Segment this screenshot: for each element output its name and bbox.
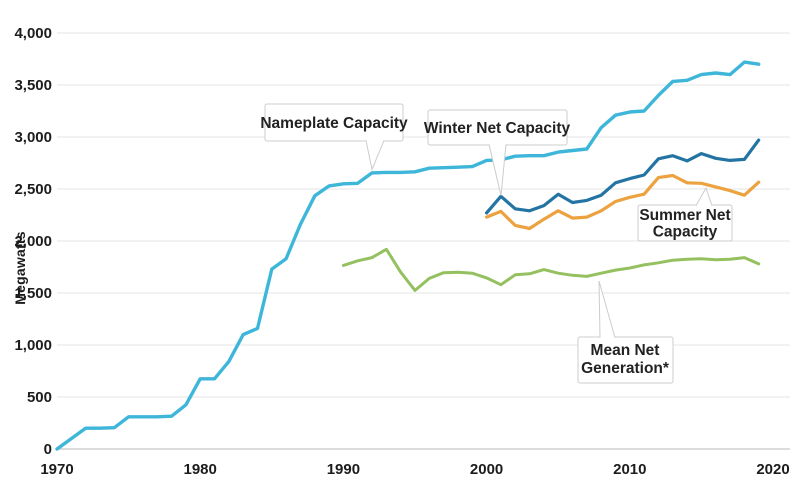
annotation-nameplate-capacity: Nameplate Capacity bbox=[260, 103, 408, 172]
x-tick-label-1980: 1980 bbox=[184, 461, 217, 478]
x-tick-label-2010: 2010 bbox=[613, 461, 646, 478]
y-tick-label-3500: 3,500 bbox=[14, 77, 52, 94]
annotation-mean-net-generation: Mean Net Generation* bbox=[577, 280, 674, 384]
callout-label: Winter Net Capacity bbox=[424, 120, 571, 137]
x-tick-label-1970: 1970 bbox=[40, 461, 73, 478]
x-tick-label-2000: 2000 bbox=[470, 461, 503, 478]
y-tick-label-1000: 1,000 bbox=[14, 337, 52, 354]
annotation-summer-net-capacity: Summer Net Capacity bbox=[637, 186, 733, 242]
series-nameplate-capacity bbox=[55, 60, 761, 451]
y-tick-label-3000: 3,000 bbox=[14, 129, 52, 146]
callout-pointer bbox=[598, 280, 616, 338]
y-tick-label-1500: 1,500 bbox=[14, 285, 52, 302]
series-mean-net-generation bbox=[341, 247, 761, 292]
y-tick-label-500: 500 bbox=[27, 389, 52, 406]
callout-box bbox=[637, 204, 733, 242]
y-axis-tick-labels: 0 500 1,000 1,500 2,000 2,500 3,000 3,500 4,000 bbox=[14, 25, 52, 458]
x-tick-label-2020: 2020 bbox=[756, 461, 789, 478]
gridlines-layer bbox=[57, 32, 790, 450]
callout-label-line2: Capacity bbox=[653, 224, 718, 241]
y-tick-label-4000: 4,000 bbox=[14, 25, 52, 42]
callout-box bbox=[264, 103, 404, 142]
series-layer bbox=[55, 60, 761, 451]
callout-label-line1: Mean Net bbox=[591, 342, 660, 359]
series-winter-net-capacity bbox=[485, 138, 761, 215]
y-tick-label-2500: 2,500 bbox=[14, 181, 52, 198]
annotation-winter-net-capacity: Winter Net Capacity bbox=[424, 109, 571, 196]
series-summer-net-capacity bbox=[485, 173, 761, 231]
callout-pointer bbox=[488, 144, 507, 196]
callout-label-line1: Summer Net bbox=[639, 207, 730, 224]
y-tick-label-0: 0 bbox=[44, 441, 52, 458]
callout-pointer bbox=[695, 186, 713, 206]
callout-label: Nameplate Capacity bbox=[260, 115, 408, 132]
callout-label-line2: Generation* bbox=[581, 360, 670, 377]
x-tick-label-1990: 1990 bbox=[327, 461, 360, 478]
x-axis-tick-labels: 1970 1980 1990 2000 2010 2020 bbox=[40, 461, 789, 478]
callout-pointer bbox=[365, 140, 385, 172]
y-tick-label-2000: 2,000 bbox=[14, 233, 52, 250]
y-axis-title: Megawatts bbox=[12, 231, 28, 304]
callout-box bbox=[577, 336, 674, 384]
